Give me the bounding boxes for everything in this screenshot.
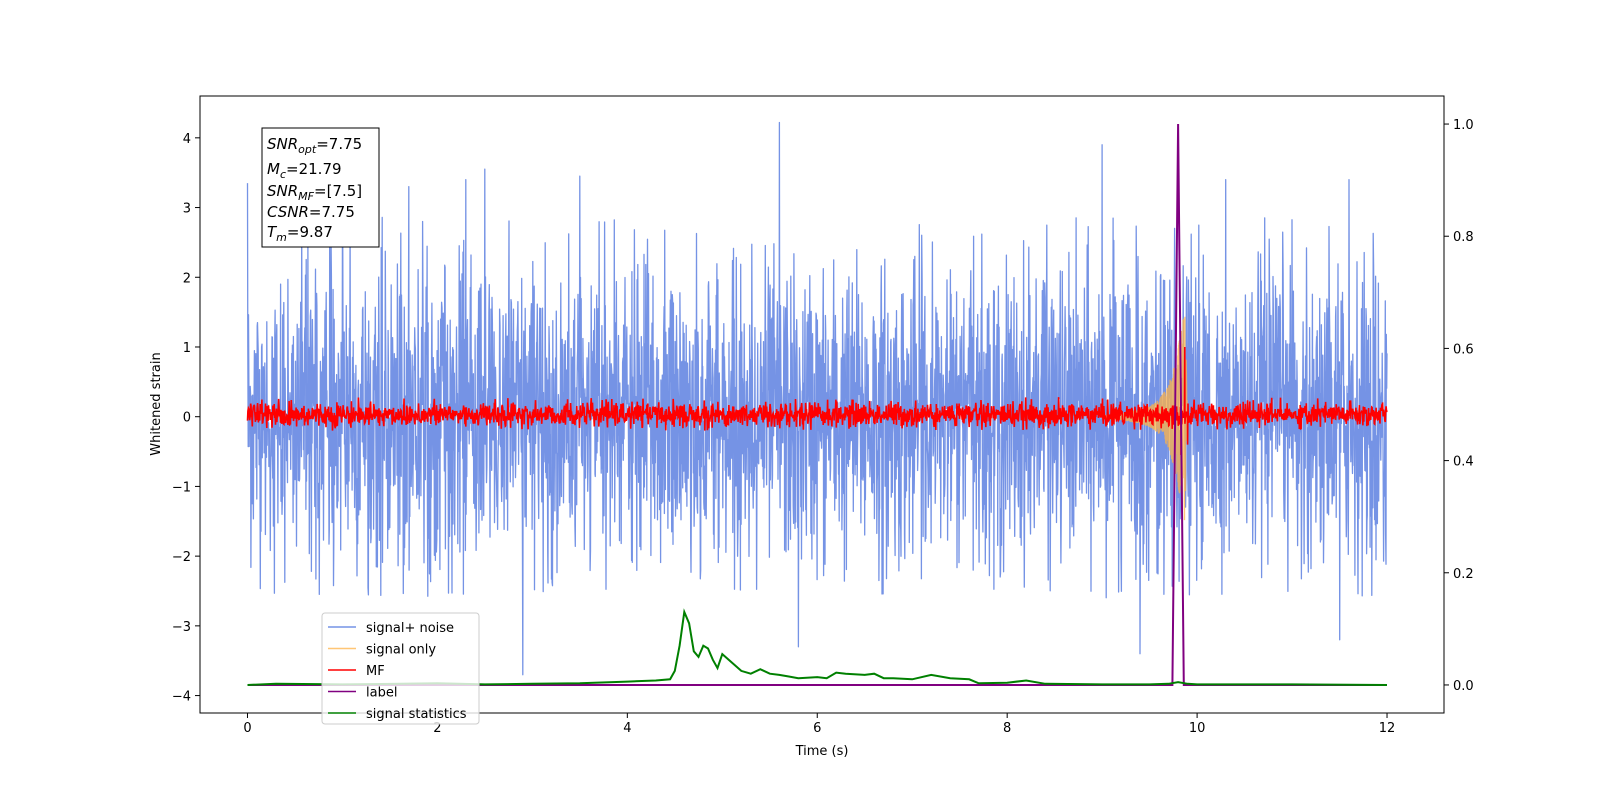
info-mc: Mc=21.79 <box>267 160 342 181</box>
x-tick-label: 0 <box>243 721 251 736</box>
y2-tick-label: 0.0 <box>1453 679 1474 694</box>
info-snr-opt: SNRopt=7.75 <box>267 135 362 156</box>
y-tick-label: 1 <box>183 341 191 356</box>
series-layer <box>246 121 1388 686</box>
y2-tick-label: 0.2 <box>1453 567 1474 582</box>
y-tick-label: −3 <box>172 620 191 635</box>
y2-tick-label: 0.8 <box>1453 230 1474 245</box>
y-tick-label: 0 <box>183 411 191 426</box>
legend: signal+ noise signal only MF label signal st… <box>321 612 480 725</box>
series-signal-noise <box>246 121 1388 676</box>
info-box-frame <box>261 127 380 248</box>
info-snr-mf: SNRMF=[7.5] <box>267 182 362 203</box>
y-tick-label: 4 <box>183 132 191 147</box>
y-axis-right: 1.0 0.8 0.6 0.4 0.2 0.0 <box>1444 118 1474 694</box>
series-mf <box>246 346 1388 456</box>
info-box: SNRopt=7.75 Mc=21.79 SNRMF=[7.5] CSNR=7.… <box>261 127 380 248</box>
x-tick-label: 8 <box>1003 721 1011 736</box>
legend-label: label <box>366 686 397 701</box>
legend-label: signal statistics <box>366 707 467 722</box>
legend-label: signal+ noise <box>366 621 454 636</box>
y-tick-label: 3 <box>183 202 191 217</box>
x-tick-label: 2 <box>433 721 441 736</box>
series-signal-statistics <box>247 608 1388 686</box>
x-axis-label: Time (s) <box>795 744 849 759</box>
y-tick-label: −4 <box>172 690 191 705</box>
y-axis-label: Whitened strain <box>149 352 164 455</box>
x-tick-label: 4 <box>623 721 631 736</box>
y-tick-label: 2 <box>183 271 191 286</box>
legend-label: signal only <box>366 643 436 658</box>
y2-tick-label: 0.6 <box>1453 342 1474 357</box>
info-tm: Tm=9.87 <box>267 223 333 244</box>
y2-tick-label: 1.0 <box>1453 118 1474 133</box>
legend-label: MF <box>366 664 385 679</box>
info-csnr: CSNR=7.75 <box>267 203 355 221</box>
y-axis-left: 4 3 2 1 0 −1 −2 −3 −4 <box>172 132 200 705</box>
plot-frame <box>199 95 1445 714</box>
x-tick-label: 6 <box>813 721 821 736</box>
y2-tick-label: 0.4 <box>1453 455 1474 470</box>
x-tick-label: 10 <box>1189 721 1206 736</box>
legend-frame <box>321 612 480 725</box>
x-tick-label: 12 <box>1379 721 1396 736</box>
y-tick-label: −2 <box>172 550 191 565</box>
y-tick-label: −1 <box>172 480 191 495</box>
